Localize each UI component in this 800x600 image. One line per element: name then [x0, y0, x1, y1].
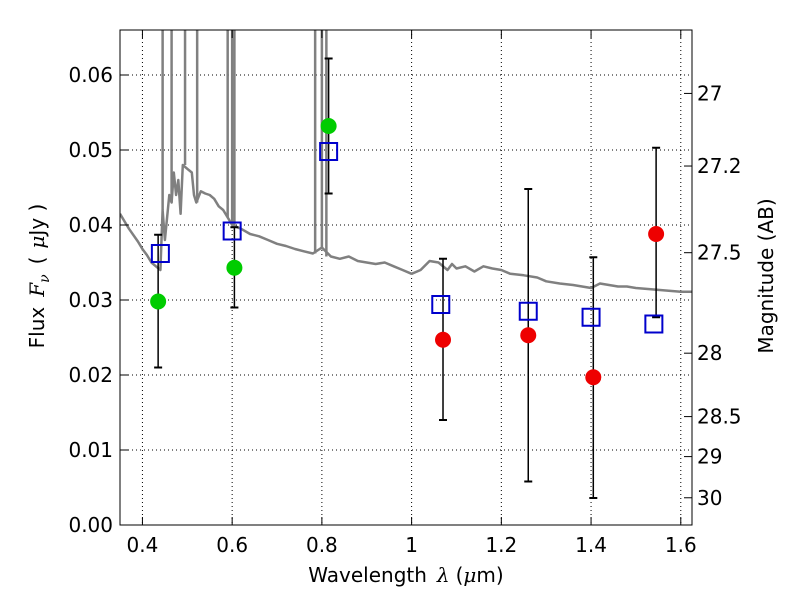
model-photometry-squares — [150, 142, 664, 334]
x-axis-label-unit-mu: μ — [463, 563, 476, 587]
y-tick-label: 0.06 — [68, 63, 113, 87]
y-axis-label-unit-rest: Jy ) — [25, 204, 49, 238]
right-axis-ticks: 27 27.2 27.5 28 28.5 29 30 — [684, 81, 742, 510]
y-axis-label-symbol: F — [25, 282, 49, 298]
observed-points — [150, 118, 665, 386]
observed-point-near-infrared — [435, 331, 452, 348]
y-axis-ticks: 0.00 0.01 0.02 0.03 0.04 0.05 0.06 — [68, 63, 128, 537]
y-axis-label: Flux Fν ( μJy ) — [25, 204, 53, 349]
plot-frame — [119, 29, 693, 526]
observed-point-near-infrared — [585, 369, 602, 386]
observed-point-optical — [226, 259, 243, 276]
x-axis-label-unit-open: ( — [456, 563, 464, 587]
model-photometry-square — [644, 314, 664, 334]
right-tick-label: 29 — [697, 445, 722, 469]
x-tick-label: 1.4 — [575, 533, 607, 557]
model-photometry-square — [150, 244, 170, 263]
right-tick-label: 27.2 — [697, 154, 742, 178]
x-axis-label-unit-rest: m) — [476, 563, 503, 587]
y-tick-label: 0.01 — [68, 438, 113, 462]
right-tick-label: 28 — [697, 341, 722, 365]
x-tick-label: 1 — [405, 533, 418, 557]
observed-point-near-infrared — [520, 327, 537, 344]
right-tick-label: 30 — [697, 486, 722, 510]
observed-point-near-infrared — [648, 226, 665, 242]
right-tick-label: 27.5 — [697, 241, 742, 265]
model-photometry-square — [581, 307, 601, 327]
y-axis-label-unit-open: ( — [25, 257, 49, 265]
model-spectrum — [120, 30, 692, 294]
y-tick-label: 0.03 — [68, 288, 113, 312]
y-tick-label: 0.05 — [68, 138, 113, 162]
x-tick-label: 1.2 — [485, 533, 517, 557]
model-photometry-square — [222, 221, 242, 241]
x-axis-ticks: 0.4 0.6 0.8 1 1.2 1.4 1.6 — [127, 30, 697, 557]
x-tick-label: 0.4 — [127, 533, 159, 557]
x-tick-label: 0.8 — [306, 533, 338, 557]
y-axis-label-subscript: ν — [37, 274, 53, 283]
model-photometry-square — [431, 295, 451, 314]
right-tick-label: 27 — [697, 81, 722, 105]
y-axis-label-unit-mu: μ — [25, 236, 49, 249]
plot-area-background — [120, 30, 692, 525]
model-photometry-square — [319, 142, 339, 161]
y-tick-label: 0.04 — [68, 213, 113, 237]
observed-point-optical — [150, 293, 167, 310]
y-tick-label: 0.00 — [68, 513, 113, 537]
x-tick-label: 1.6 — [665, 533, 697, 557]
right-tick-label: 28.5 — [697, 405, 742, 429]
observed-point-optical — [320, 118, 337, 134]
x-axis-label-symbol: λ — [436, 563, 450, 587]
x-tick-label: 0.6 — [216, 533, 248, 557]
y-tick-label: 0.02 — [68, 363, 113, 387]
y-axis-label-text: Flux — [25, 307, 49, 349]
model-spectrum-line — [120, 163, 692, 294]
x-axis-label: Wavelength λ (μm) — [308, 563, 503, 587]
right-axis-label: Magnitude (AB) — [754, 198, 778, 353]
x-axis-label-text: Wavelength — [308, 563, 427, 587]
model-photometry-square — [518, 301, 538, 321]
